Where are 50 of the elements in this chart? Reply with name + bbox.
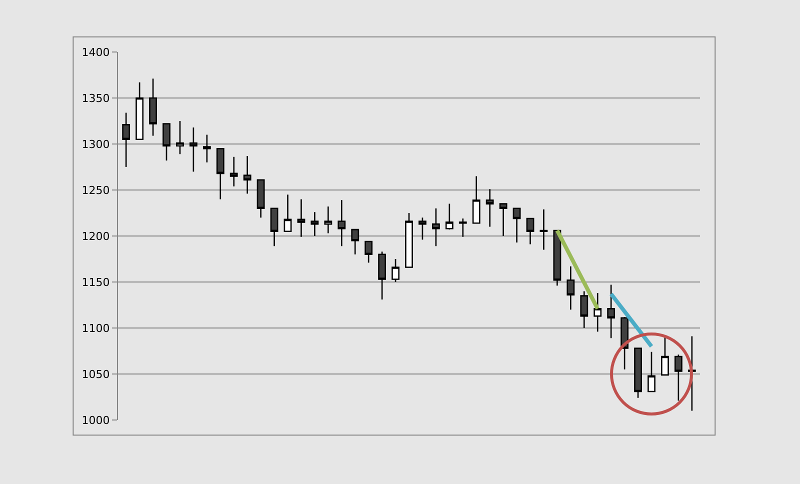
candlestick — [512, 208, 521, 244]
y-tick-label: 1050 — [82, 368, 110, 381]
candlestick — [392, 258, 400, 283]
y-tick-label: 1400 — [82, 46, 110, 59]
candlestick — [297, 198, 306, 238]
candlestick — [458, 218, 467, 238]
candlestick — [284, 194, 292, 232]
candlestick — [202, 134, 211, 164]
candlestick — [338, 199, 346, 247]
candlestick — [122, 112, 130, 168]
candlestick — [230, 156, 238, 187]
candlestick — [243, 155, 252, 194]
candlestick — [486, 188, 494, 228]
candlestick — [136, 82, 144, 140]
candlestick — [364, 240, 373, 264]
candlestick — [256, 179, 265, 218]
candlestick — [566, 266, 575, 310]
candlestick — [472, 176, 480, 224]
candlestick — [634, 348, 642, 399]
candlestick — [432, 208, 440, 247]
candlestick — [674, 354, 682, 402]
candlestick — [149, 78, 157, 136]
candlestick — [216, 148, 224, 200]
candlestick — [445, 203, 454, 230]
y-tick-label: 1150 — [82, 276, 110, 289]
candlestick — [351, 228, 360, 256]
candlestick — [553, 230, 562, 286]
candlestick — [580, 290, 588, 329]
candlestick — [378, 250, 386, 300]
candlestick — [324, 206, 332, 234]
y-tick-label: 1250 — [82, 184, 110, 197]
candlestick — [648, 351, 656, 392]
y-tick-label: 1300 — [82, 138, 110, 151]
candlestick — [189, 126, 198, 172]
candlestick — [661, 336, 669, 376]
candlestick — [162, 123, 170, 162]
y-tick-label: 1350 — [82, 92, 110, 105]
candlestick — [405, 212, 413, 268]
candlestick — [526, 218, 534, 245]
y-tick-label: 1100 — [82, 322, 110, 335]
candlestick — [270, 208, 278, 247]
candlestick — [594, 292, 602, 332]
candlestick — [499, 203, 508, 237]
y-tick-label: 1200 — [82, 230, 110, 243]
candlestick — [176, 120, 184, 155]
candlestick — [607, 284, 616, 339]
candlestick — [310, 211, 319, 237]
y-tick-label: 1000 — [82, 414, 110, 427]
candlestick — [418, 216, 426, 240]
candlestick — [540, 208, 548, 250]
